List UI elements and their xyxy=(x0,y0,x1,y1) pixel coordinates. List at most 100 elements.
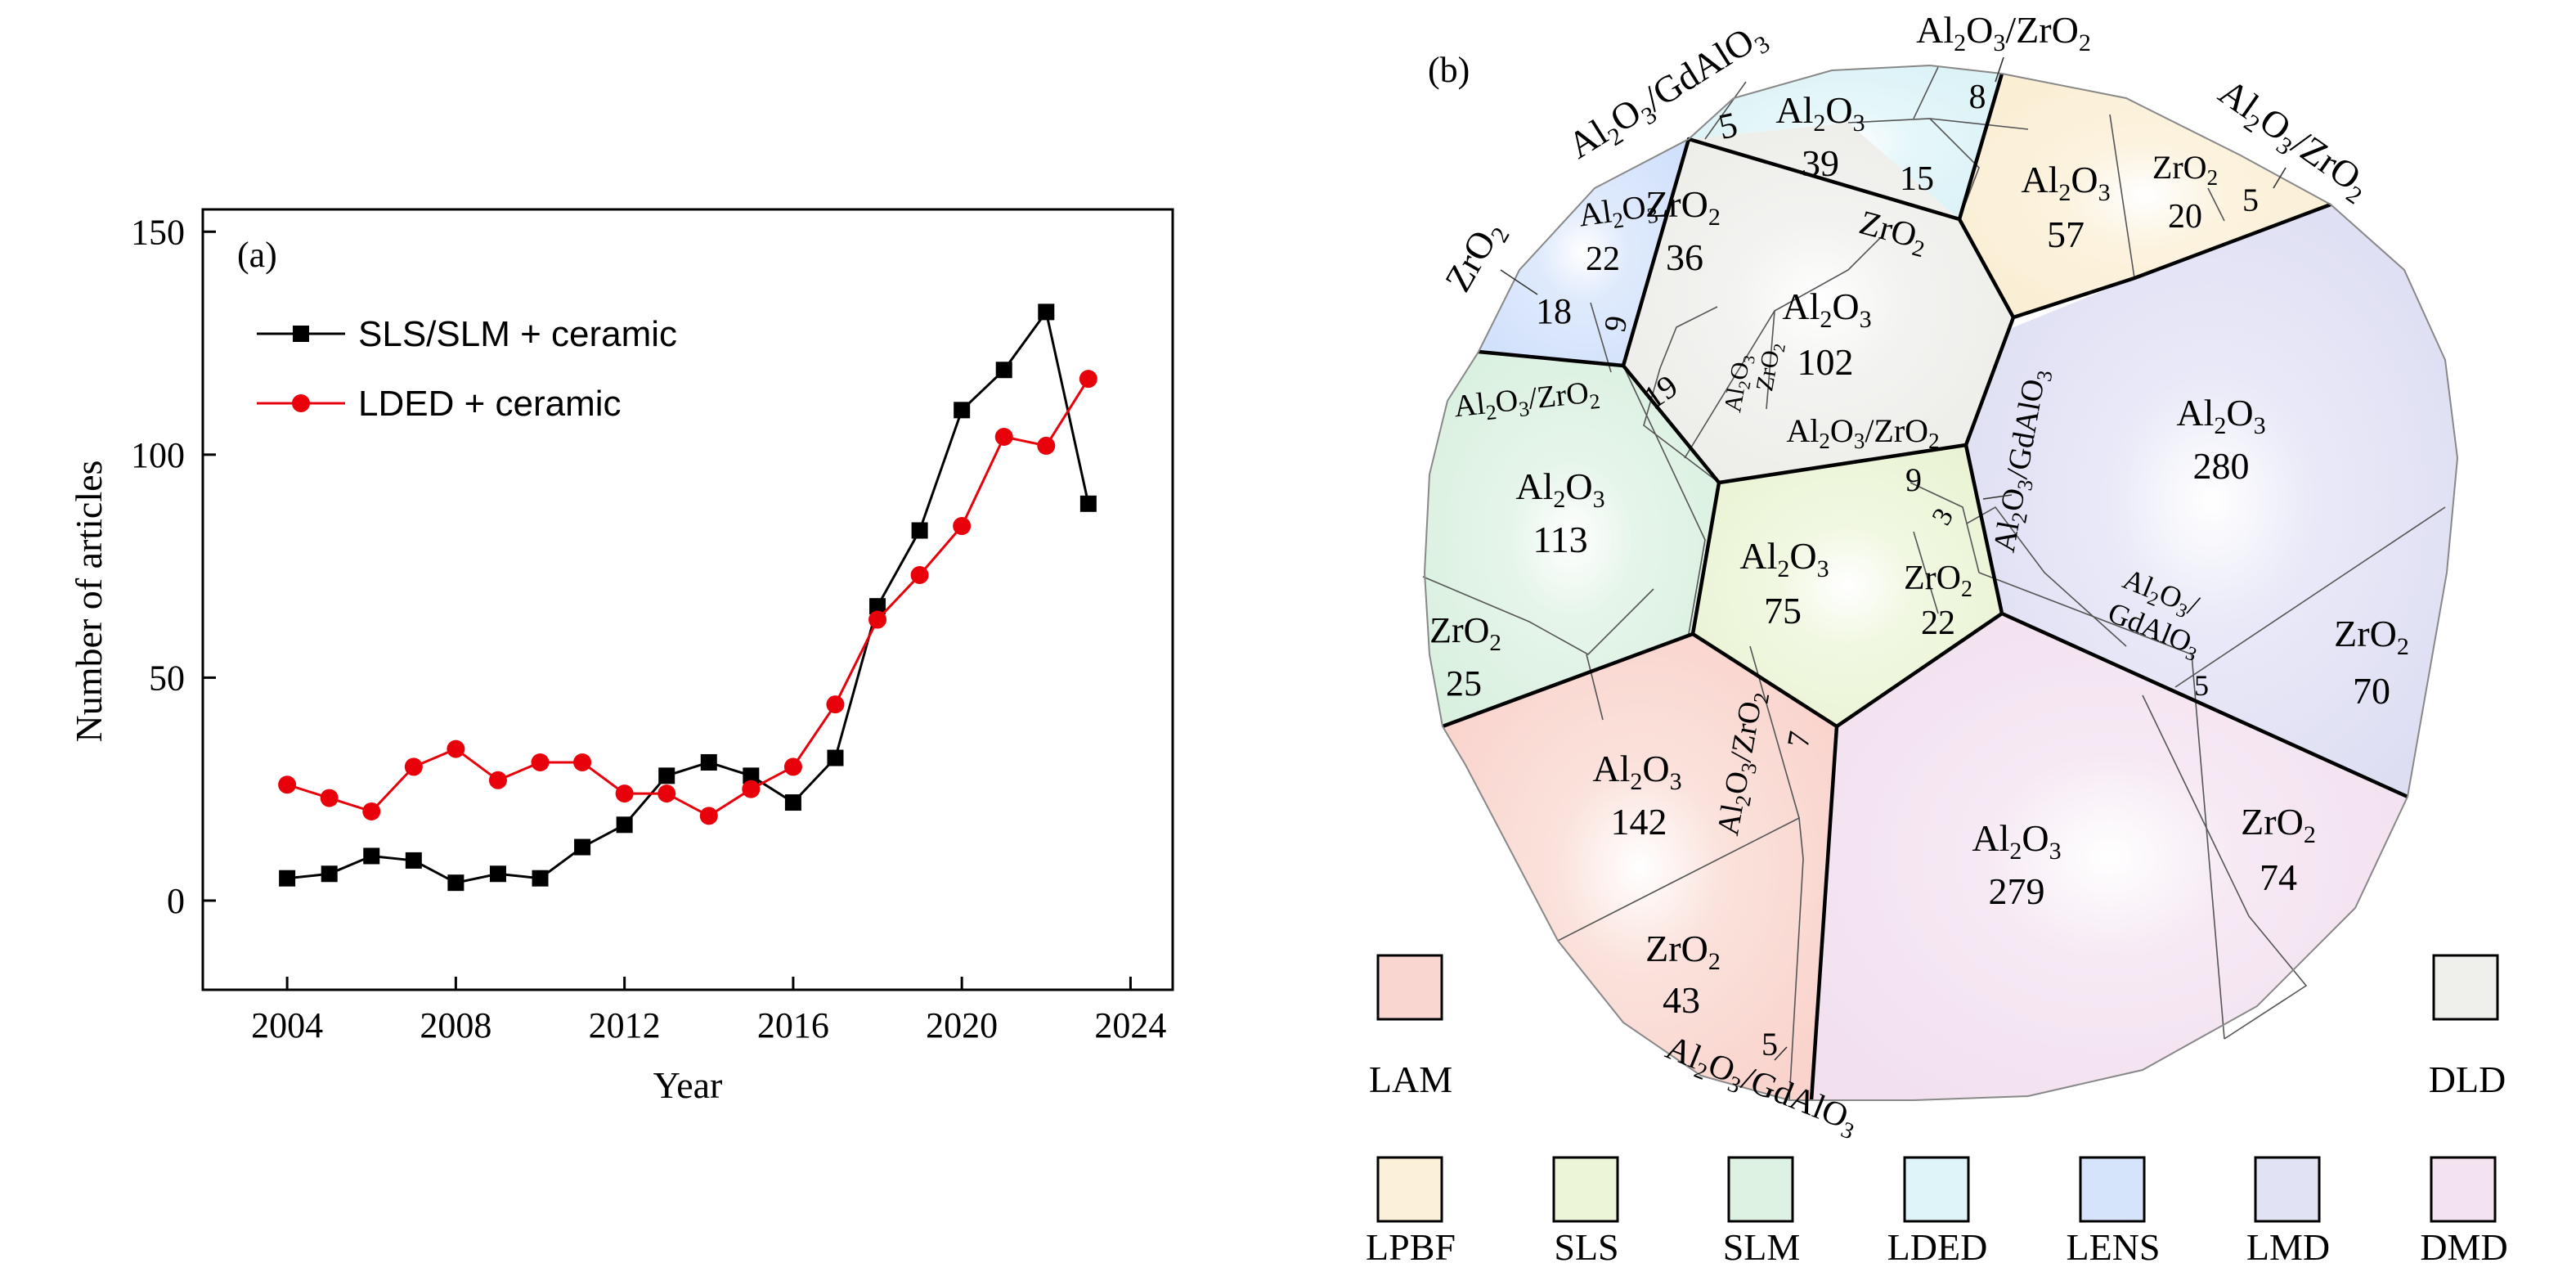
y-tick-label: 150 xyxy=(131,212,185,252)
region-dmd xyxy=(1811,614,2408,1100)
dld-al2o3-value: 102 xyxy=(1797,341,1854,383)
data-point-circle xyxy=(531,753,550,771)
dmd-zro2-value: 74 xyxy=(2260,856,2297,898)
x-tick-label: 2020 xyxy=(926,1005,998,1045)
y-tick-label: 0 xyxy=(167,881,185,921)
data-point-circle xyxy=(910,566,929,585)
data-point-circle xyxy=(994,428,1013,447)
legend-marker xyxy=(293,326,309,342)
data-point-circle xyxy=(320,789,339,807)
legend-swatch-dmd xyxy=(2430,1156,2497,1223)
lded-al2o3-value: 39 xyxy=(1802,142,1839,184)
legend-swatch-sls xyxy=(1552,1156,1619,1223)
lpbf-al2o3-label: Al2O3 xyxy=(2021,159,2110,206)
data-point-square xyxy=(279,870,296,887)
y-tick-label: 50 xyxy=(149,658,185,698)
series-line-2 xyxy=(286,378,1090,818)
legend-swatch-dld xyxy=(2432,954,2499,1021)
dld-zro2-label: ZrO2 xyxy=(1645,183,1721,231)
x-axis-label: Year xyxy=(653,1064,723,1106)
data-point-circle xyxy=(1079,370,1097,389)
data-point-square xyxy=(954,402,971,419)
cell-labels: Al2O3 142 ZrO2 43 5 Al2O3/GdAlO3 Al2O3/Z… xyxy=(1429,9,2409,1145)
data-point-circle xyxy=(447,739,465,758)
data-point-square xyxy=(405,852,422,869)
data-point-square xyxy=(911,522,928,539)
data-point-square xyxy=(574,838,591,856)
data-point-circle xyxy=(657,784,676,803)
dmd-zro2-label: ZrO2 xyxy=(2241,801,2316,848)
legend-swatch-slm xyxy=(1727,1156,1794,1223)
region-lam xyxy=(1443,634,1837,1100)
data-point-square xyxy=(658,767,675,784)
lens-zro2-value: 18 xyxy=(1536,291,1572,331)
data-point-circle xyxy=(953,517,972,536)
legend-swatch-lam xyxy=(1376,954,1443,1021)
legend-swatch-lded xyxy=(1903,1156,1970,1223)
group-legend: LAM DLD LPBF SLS SLM LDED LENS LMD DMD xyxy=(1366,954,2508,1268)
lmd-al2o3-value: 280 xyxy=(2193,445,2250,487)
x-tick-label: 2008 xyxy=(420,1005,491,1045)
line-chart: 2004 2008 2012 2016 2020 2024 0 50 100 150 (a) Ye… xyxy=(68,208,1174,1106)
group-borders xyxy=(1442,73,2408,1101)
data-point-circle xyxy=(1037,436,1056,455)
data-point-square xyxy=(363,847,380,865)
legend-label-lens: LENS xyxy=(2067,1226,2161,1268)
data-point-circle xyxy=(826,695,845,714)
y-axis-label: Number of articles xyxy=(68,461,110,743)
x-tick-label: 2004 xyxy=(251,1005,323,1045)
slm-al2o3-value: 113 xyxy=(1533,519,1587,560)
panel-label-a: (a) xyxy=(237,235,277,275)
sls-zro2-label: ZrO2 xyxy=(1904,560,1972,602)
lam-al2o3-value: 142 xyxy=(1611,801,1667,843)
region-lens xyxy=(1479,139,1689,366)
legend-label-lam: LAM xyxy=(1369,1059,1452,1100)
legend-marker xyxy=(292,394,310,412)
data-point-square xyxy=(447,874,464,892)
lpbf-mix-value: 5 xyxy=(2242,182,2259,218)
data-point-square xyxy=(995,362,1012,379)
lmd-zro2-value: 70 xyxy=(2353,670,2390,712)
lmd-zro2-label: ZrO2 xyxy=(2334,613,2409,660)
dld-zro2-value: 36 xyxy=(1666,236,1703,278)
data-point-circle xyxy=(615,784,634,803)
lam-zro2-value: 43 xyxy=(1663,979,1700,1021)
legend-swatch-lens xyxy=(2079,1156,2146,1223)
lded-mix-label: Al2O3/ZrO2 xyxy=(1916,9,2091,56)
legend-label: LDED + ceramic xyxy=(358,384,622,424)
region-sls xyxy=(1693,445,2002,726)
data-point-circle xyxy=(868,610,887,629)
lens-zro2-label: ZrO2 xyxy=(1437,213,1515,301)
region-lpbf xyxy=(1959,74,2331,317)
leader-lines xyxy=(1500,56,2287,1061)
slm-al2o3-label: Al2O3 xyxy=(1515,465,1604,513)
lded-mix-value: 8 xyxy=(1969,79,1986,116)
data-point-square xyxy=(1079,495,1097,512)
region-slm xyxy=(1425,352,1719,726)
series-layer xyxy=(278,303,1097,892)
group-regions xyxy=(1425,65,2457,1100)
data-point-square xyxy=(700,753,717,771)
data-point-square xyxy=(616,816,633,834)
data-point-square xyxy=(784,794,801,811)
x-tick-label: 2012 xyxy=(589,1005,661,1045)
slm-zro2-label: ZrO2 xyxy=(1429,610,1501,656)
data-point-circle xyxy=(573,753,592,771)
lpbf-al2o3-value: 57 xyxy=(2047,214,2085,255)
lmd-gdalo3-small-value: 5 xyxy=(2194,669,2209,702)
voronoi-treemap: (b) xyxy=(1366,9,2508,1268)
legend-label-slm: SLM xyxy=(1723,1226,1801,1268)
sls-mix-value: 9 xyxy=(1905,461,1922,498)
region-lmd xyxy=(1966,205,2457,797)
data-point-circle xyxy=(742,780,761,798)
data-point-square xyxy=(869,598,886,615)
x-tick-label: 2016 xyxy=(757,1005,829,1045)
axis-ticks: 2004 2008 2012 2016 2020 2024 0 50 100 150 xyxy=(131,212,1166,1045)
data-point-circle xyxy=(699,807,718,825)
plot-frame xyxy=(201,208,1174,991)
slm-zro2-value: 25 xyxy=(1446,663,1482,703)
legend-label-dld: DLD xyxy=(2429,1059,2506,1100)
legend-label: SLS/SLM + ceramic xyxy=(358,314,677,354)
sls-zro2-value: 22 xyxy=(1921,605,1955,642)
panel-label-b: (b) xyxy=(1428,50,1470,90)
